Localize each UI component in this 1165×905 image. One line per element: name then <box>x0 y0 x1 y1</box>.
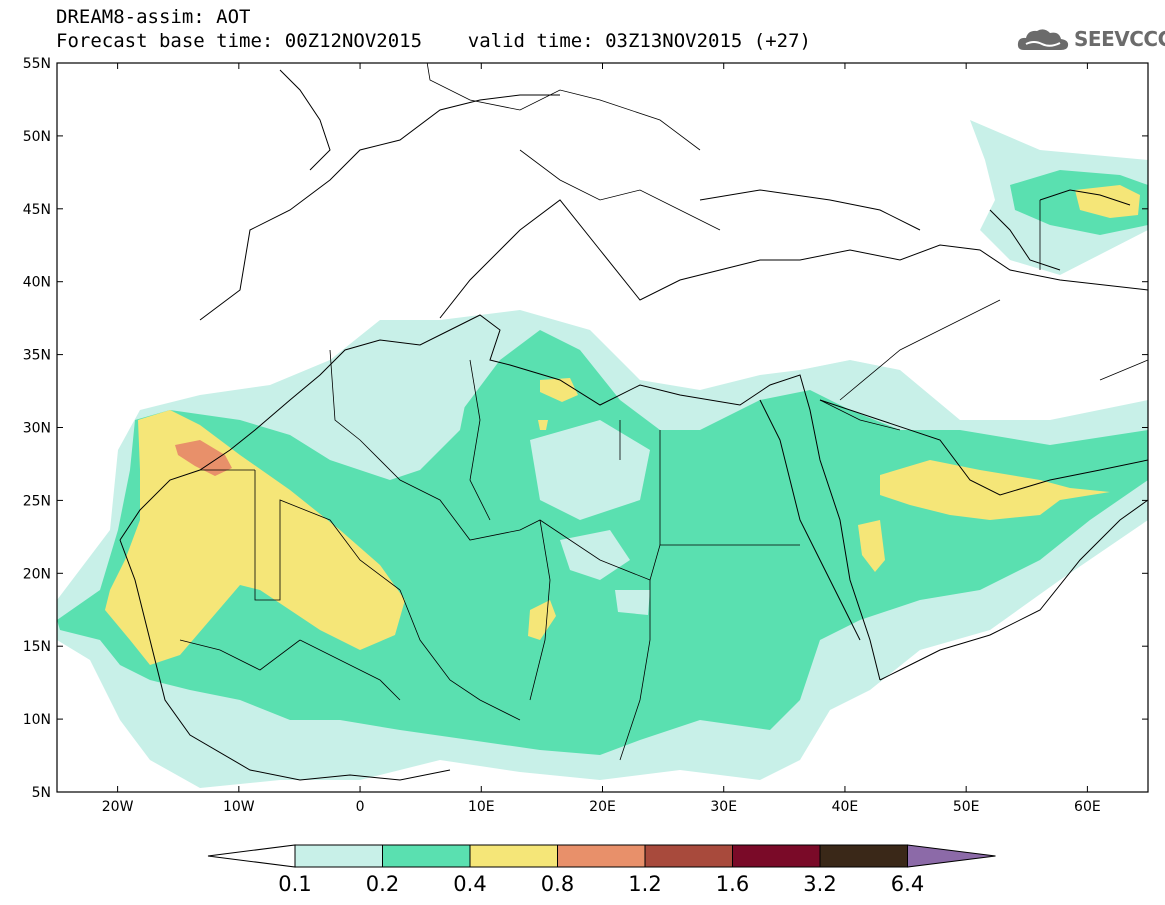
colorbar-segment <box>557 844 646 868</box>
longitude-axis: 20W 10W 0 10E 20E 30E 40E 50E 60E <box>102 63 1101 815</box>
latitude-axis: 55N 50N 45N 40N 35N 30N 25N 20N 15N 10N 5N <box>23 56 1148 801</box>
lon-label: 10E <box>468 799 495 815</box>
colorbar-label: 1.6 <box>716 872 749 896</box>
colorbar-segment <box>732 844 821 868</box>
borders <box>179 63 1148 761</box>
colorbar-label: 0.2 <box>366 872 399 896</box>
colorbar: 0.1 0.2 0.4 0.8 1.2 1.6 3.2 6.4 <box>207 844 996 896</box>
coastlines <box>119 69 1148 781</box>
colorbar-segment <box>382 844 471 868</box>
colorbar-under-triangle <box>207 844 296 868</box>
lat-label: 35N <box>23 348 51 364</box>
aot-level-4 <box>175 440 232 476</box>
cloud-icon <box>1017 29 1069 50</box>
forecast-times: Forecast base time: 00Z12NOV2015 valid t… <box>56 30 811 52</box>
lon-label: 60E <box>1074 799 1101 815</box>
aot-level-1-patches <box>340 340 650 615</box>
lat-label: 15N <box>23 639 51 655</box>
logo-text: SEEVCCC <box>1074 27 1165 51</box>
seevccc-logo: SEEVCCC <box>1016 24 1165 54</box>
lon-label: 0 <box>356 799 365 815</box>
lat-label: 40N <box>23 275 51 291</box>
colorbar-segment <box>469 844 558 868</box>
lon-label: 20W <box>102 799 134 815</box>
lat-label: 5N <box>32 785 51 801</box>
lat-label: 25N <box>23 493 51 509</box>
colorbar-over-triangle <box>907 844 996 868</box>
colorbar-segment <box>644 844 733 868</box>
lat-label: 50N <box>23 129 51 145</box>
lat-label: 10N <box>23 712 51 728</box>
map-title: DREAM8-assim: AOT <box>56 6 251 28</box>
lat-label: 30N <box>23 421 51 437</box>
colorbar-label: 3.2 <box>803 872 836 896</box>
lon-label: 20E <box>589 799 616 815</box>
colorbar-segment <box>819 844 908 868</box>
lon-label: 10W <box>223 799 255 815</box>
colorbar-label: 6.4 <box>891 872 924 896</box>
aot-fields <box>57 63 1148 788</box>
lat-label: 55N <box>23 56 51 72</box>
colorbar-segment <box>294 844 383 868</box>
colorbar-label: 1.2 <box>628 872 661 896</box>
colorbar-label: 0.1 <box>278 872 311 896</box>
lon-label: 50E <box>953 799 980 815</box>
colorbar-label: 0.4 <box>453 872 486 896</box>
lat-label: 20N <box>23 566 51 582</box>
lat-label: 45N <box>23 202 51 218</box>
colorbar-label: 0.8 <box>541 872 574 896</box>
lon-label: 30E <box>710 799 737 815</box>
lon-label: 40E <box>832 799 859 815</box>
